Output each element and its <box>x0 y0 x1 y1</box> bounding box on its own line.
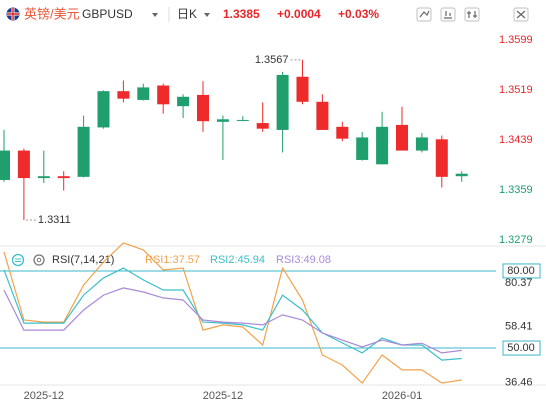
candle-body <box>256 123 269 129</box>
tool-icon[interactable] <box>440 7 456 22</box>
instrument-symbol[interactable]: GBPUSD <box>82 7 133 21</box>
candle-body <box>0 150 10 180</box>
x-tick-label: 2025-12 <box>203 390 243 402</box>
level-label-box <box>502 340 541 356</box>
annotation-label: 1.3567 <box>255 54 289 66</box>
candle-body <box>455 173 468 177</box>
settings-icon[interactable] <box>33 254 45 266</box>
x-tick-label: 2026-01 <box>382 390 422 402</box>
level-label: 80.00 <box>507 265 535 277</box>
instrument-name: 英镑/美元 <box>24 6 80 21</box>
candle-body <box>77 126 90 177</box>
candle-body <box>216 119 229 122</box>
tool-icon[interactable] <box>513 7 529 22</box>
flag-icon <box>6 7 20 21</box>
legend-entry: RSI1:37.57 <box>145 254 200 266</box>
y-tick-label: 58.41 <box>505 320 533 332</box>
candle-body <box>157 85 170 105</box>
candle-body <box>356 137 369 160</box>
candle-body <box>396 124 408 151</box>
dropdown-arrow[interactable] <box>152 13 158 17</box>
period[interactable]: 日K <box>177 7 197 21</box>
candle-body <box>17 150 30 179</box>
candle-body <box>177 96 190 107</box>
candle-body <box>296 76 309 102</box>
candle-body <box>97 91 110 128</box>
candle-body <box>197 94 209 122</box>
y-tick-label: 1.3519 <box>499 84 533 96</box>
rsi-line <box>3 242 462 384</box>
dropdown-arrow[interactable] <box>204 13 210 17</box>
candle-body <box>137 87 150 100</box>
legend-entry: RSI3:49.08 <box>276 254 331 266</box>
candle-body <box>57 176 70 179</box>
y-tick-label: 1.3279 <box>499 234 533 246</box>
candle-body <box>376 126 389 165</box>
legend-entry: RSI2:45.94 <box>210 254 265 266</box>
rsi-line <box>3 287 462 354</box>
candle-body <box>276 74 289 130</box>
candle-body <box>236 119 249 121</box>
candle-body <box>435 139 448 177</box>
y-tick-label: 1.3359 <box>499 184 533 196</box>
x-tick-label: 2025-12 <box>24 390 64 402</box>
level-label: 50.00 <box>507 342 535 354</box>
indicator-icon[interactable] <box>11 253 25 267</box>
indicator-title: RSI(7,14,21) <box>52 254 114 266</box>
y-tick-label: 1.3599 <box>499 34 533 46</box>
candle-body <box>415 137 428 151</box>
tool-icon[interactable] <box>464 7 480 22</box>
y-tick-label: 36.46 <box>505 377 533 389</box>
price-change-pct: +0.03% <box>338 7 379 21</box>
price-change: +0.0004 <box>277 7 321 21</box>
y-tick-label: 1.3439 <box>499 134 533 146</box>
y-tick-label: 80.37 <box>505 277 533 289</box>
last-price: 1.3385 <box>223 7 260 21</box>
candle-body <box>37 176 50 179</box>
rsi-line <box>3 267 462 361</box>
candle-body <box>316 101 329 130</box>
level-label-box <box>502 263 541 279</box>
candle-body <box>117 91 130 99</box>
tool-icon[interactable] <box>416 7 432 22</box>
candle-body <box>336 126 349 139</box>
annotation-label: 1.3311 <box>38 214 71 226</box>
